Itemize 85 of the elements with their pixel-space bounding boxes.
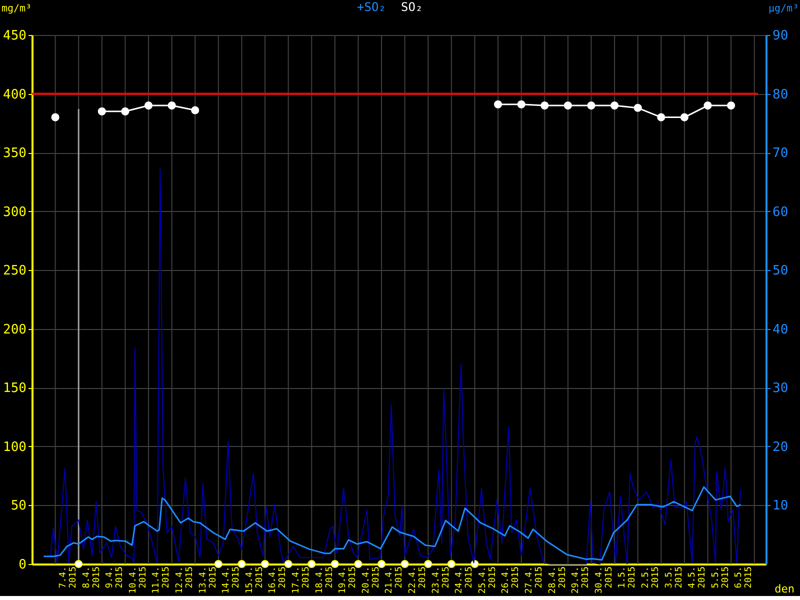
x-tick-label: 6.5. 2015 xyxy=(734,566,754,588)
point xyxy=(330,560,339,568)
x-tick-label: 11.4. 2015 xyxy=(152,566,172,594)
y-tick-label: 0 xyxy=(18,558,26,572)
point xyxy=(657,113,666,122)
y2-tick-label: 10 xyxy=(772,498,788,514)
x-tick-label: 2.5. 2015 xyxy=(640,566,661,588)
point xyxy=(727,102,736,110)
x-tick-label: 8.4. 2015 xyxy=(82,566,102,588)
x-tick-label: 23.4. 2015 xyxy=(431,566,452,594)
line-series xyxy=(42,486,742,561)
point xyxy=(308,560,316,568)
point xyxy=(680,113,688,122)
x-tick-label: 13.4. 2015 xyxy=(198,566,218,594)
x-tick-label: 1.5. 2015 xyxy=(618,566,638,588)
point xyxy=(517,100,526,108)
y2-axis-title: µg/m³ xyxy=(768,4,799,14)
y2-tick-label: 40 xyxy=(772,322,788,338)
x-tick-label: 26.4. 2015 xyxy=(501,566,522,594)
point xyxy=(74,560,83,568)
x-tick-label: 3.5. 2015 xyxy=(664,566,684,588)
y-tick-label: 50 xyxy=(10,498,26,514)
point xyxy=(238,560,246,568)
point xyxy=(424,560,432,568)
text: +SO₂ xyxy=(357,0,386,14)
point xyxy=(540,102,549,110)
x-tick-label: 5.5. 2015 xyxy=(710,566,731,588)
point xyxy=(587,102,596,110)
x-tick-label: 28.4. 2015 xyxy=(548,566,568,594)
point xyxy=(121,107,130,116)
point xyxy=(191,106,200,114)
x-tick-label: 7.4. 2015 xyxy=(58,566,78,588)
x-tick-label: 21.4. 2015 xyxy=(384,566,405,594)
y-tick-label: 350 xyxy=(3,146,26,162)
x-tick-label: 19.4. 2015 xyxy=(338,566,358,594)
point xyxy=(144,102,153,110)
x-tick-label: 16.4. 2015 xyxy=(268,566,288,594)
point xyxy=(51,113,60,122)
point xyxy=(284,560,292,568)
y-tick-label: 300 xyxy=(3,204,26,220)
point xyxy=(168,102,176,110)
x-tick-label: 27.4. 2015 xyxy=(524,566,544,594)
x-tick-label: 18.4. 2015 xyxy=(314,566,335,594)
x-tick-label: 29.4. 2015 xyxy=(571,566,592,594)
point xyxy=(610,102,619,110)
point xyxy=(214,560,222,568)
x-tick-label: 24.4. 2015 xyxy=(454,566,475,594)
y2-tick-label: 50 xyxy=(772,264,788,279)
point xyxy=(354,560,362,568)
x-axis-title: den xyxy=(774,582,794,596)
text: SO₂ xyxy=(401,0,423,14)
y2-tick-label: 20 xyxy=(772,440,788,455)
x-tick-label: 22.4. 2015 xyxy=(408,566,428,594)
point xyxy=(400,560,409,568)
y-axis-title: mg/m³ xyxy=(1,4,32,14)
x-tick-label: 12.4. 2015 xyxy=(174,566,195,594)
y-tick-label: 250 xyxy=(3,264,26,279)
point xyxy=(260,560,270,568)
point xyxy=(470,560,479,568)
y2-tick-label: 80 xyxy=(772,87,788,102)
y-tick-label: 100 xyxy=(3,440,26,455)
x-tick-label: 30.4. 2015 xyxy=(594,566,614,594)
y-tick-label: 200 xyxy=(3,322,26,338)
point xyxy=(634,104,642,112)
y-tick-label: 450 xyxy=(3,28,26,44)
point xyxy=(98,107,106,116)
x-tick-label: 4.5. 2015 xyxy=(688,566,708,588)
x-tick-label: 9.4. 2015 xyxy=(105,566,126,588)
y2-tick-label: 90 xyxy=(772,28,788,44)
point xyxy=(494,100,502,108)
x-tick-label: 25.4. 2015 xyxy=(478,566,498,594)
x-tick-label: 17.4. 2015 xyxy=(291,566,312,594)
point xyxy=(564,102,572,110)
point xyxy=(377,560,386,568)
y2-tick-label: 60 xyxy=(772,204,788,220)
y-tick-label: 150 xyxy=(3,381,26,396)
x-tick-label: 14.4. 2015 xyxy=(222,566,242,594)
x-tick-label: 20.4. 2015 xyxy=(361,566,382,594)
x-tick-label: 10.4. 2015 xyxy=(128,566,148,594)
y-tick-label: 400 xyxy=(3,87,26,102)
point xyxy=(704,102,712,110)
y2-tick-label: 70 xyxy=(772,146,788,162)
y2-tick-label: 30 xyxy=(772,381,788,396)
x-tick-label: 15.4. 2015 xyxy=(244,566,265,594)
point xyxy=(447,560,456,568)
